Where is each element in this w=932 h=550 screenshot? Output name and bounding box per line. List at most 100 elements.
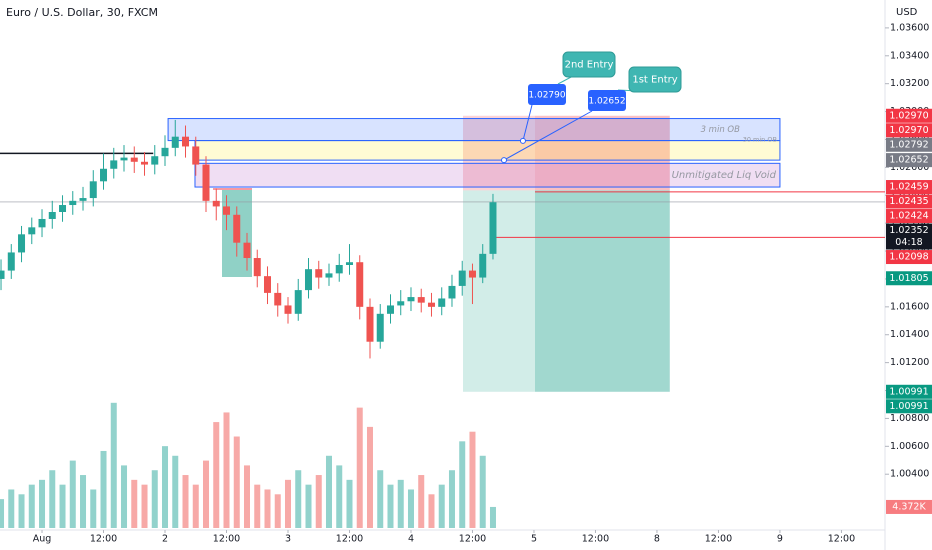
x-tick-label: 2: [162, 534, 168, 545]
volume-bar: [325, 455, 332, 528]
volume-bar: [172, 455, 179, 528]
volume-bar: [418, 475, 425, 528]
price-label-box: [886, 250, 932, 265]
x-tick-label: 12:00: [705, 534, 732, 545]
entry-callout: [628, 66, 682, 93]
candle-body: [274, 292, 282, 306]
volume-bar: [479, 455, 486, 528]
candle-body: [294, 290, 302, 314]
entry-connector: [503, 110, 593, 161]
candle-body: [243, 242, 251, 259]
y-tick-label: 1.00600: [890, 441, 929, 452]
price-label-box: [886, 153, 932, 168]
volume-bar: [213, 422, 220, 528]
candle-body: [59, 205, 67, 212]
candle-body: [489, 202, 497, 254]
volume-bar: [448, 470, 455, 528]
candle-body: [120, 157, 128, 161]
zone-label: Unmitigated Liq Void: [672, 170, 777, 181]
entry-price-box: [588, 90, 626, 111]
risk-zone-filled: [534, 115, 670, 191]
price-label-box: [886, 223, 932, 250]
volume-bar: [438, 484, 445, 528]
candle-body: [130, 157, 138, 162]
candle-body: [427, 302, 435, 307]
volume-bar: [162, 446, 169, 528]
volume-bar: [80, 475, 87, 528]
entry-label: 1st Entry: [632, 75, 677, 86]
price-label-box: [886, 180, 932, 195]
candle-body: [69, 200, 77, 206]
candle-body: [253, 258, 261, 277]
y-tick-label: 1.03400: [890, 50, 929, 61]
entry-point: [519, 137, 526, 144]
risk-zone: [462, 115, 670, 191]
candle-body: [0, 270, 5, 279]
volume-bar: [387, 484, 394, 528]
candle-body: [212, 200, 220, 207]
candle-body: [458, 270, 466, 286]
price-label: 1.02098: [889, 252, 928, 263]
volume-bar: [428, 494, 435, 528]
candle-body: [417, 297, 425, 303]
volume-bar: [49, 470, 56, 528]
entry-price: 1.02652: [588, 97, 625, 107]
candle-body: [48, 212, 56, 219]
candle-body: [356, 262, 364, 307]
x-tick-label: 5: [531, 534, 537, 545]
candle-body: [448, 285, 456, 299]
volume-bar: [244, 465, 251, 528]
candle-body: [479, 253, 487, 278]
x-tick-label: 12:00: [459, 534, 486, 545]
candle-body: [223, 206, 231, 215]
volume-bar: [100, 450, 107, 528]
candle-body: [151, 156, 159, 165]
x-tick-label: 3: [285, 534, 291, 545]
x-tick-label: 12:00: [336, 534, 363, 545]
volume-bar: [356, 407, 363, 528]
zone-label: 30 min OB: [743, 136, 777, 144]
y-tick-label: 1.02200: [890, 218, 929, 229]
candle-body: [18, 234, 26, 253]
candle-body: [376, 313, 384, 342]
price-label: 1.00991: [889, 401, 928, 412]
price-label: 1.01805: [889, 273, 928, 284]
candle-body: [345, 262, 353, 265]
candle-body: [284, 305, 292, 314]
volume-bar: [141, 484, 148, 528]
volume-bar: [18, 494, 25, 528]
countdown: 04:18: [895, 237, 922, 248]
price-label: 1.02459: [889, 182, 928, 193]
candle-body: [161, 147, 169, 157]
volume-bar: [284, 479, 291, 528]
volume-label: 4.372K: [892, 501, 926, 512]
candle-body: [100, 168, 108, 182]
candle-body: [28, 227, 36, 235]
candle-body: [233, 214, 241, 243]
currency: USD: [896, 7, 918, 18]
volume-bar: [315, 475, 322, 528]
price-label: 1.02424: [889, 211, 928, 222]
volume-bar: [489, 506, 496, 528]
candle-body: [468, 270, 476, 278]
price-label-box: [886, 137, 932, 152]
price-label-box: [886, 399, 932, 414]
volume-bar: [274, 494, 281, 528]
price-label: 1.02970: [889, 110, 928, 121]
y-tick-label: 1.01400: [890, 329, 929, 340]
chart-title: Euro / U.S. Dollar, 30, FXCM: [6, 6, 158, 19]
x-tick-label: 12:00: [213, 534, 240, 545]
price-label-box: [886, 271, 932, 286]
volume-bar: [459, 441, 466, 528]
volume-bar: [397, 479, 404, 528]
price-label: 1.02652: [889, 155, 928, 166]
x-tick-label: 4: [408, 534, 414, 545]
entry-label: 2nd Entry: [565, 60, 614, 71]
x-tick-label: 12:00: [582, 534, 609, 545]
reward-zone: [462, 190, 535, 392]
volume-bar: [90, 489, 97, 528]
candle-body: [202, 164, 210, 201]
entry-price: 1.02790: [528, 91, 565, 101]
volume-bar: [377, 470, 384, 528]
